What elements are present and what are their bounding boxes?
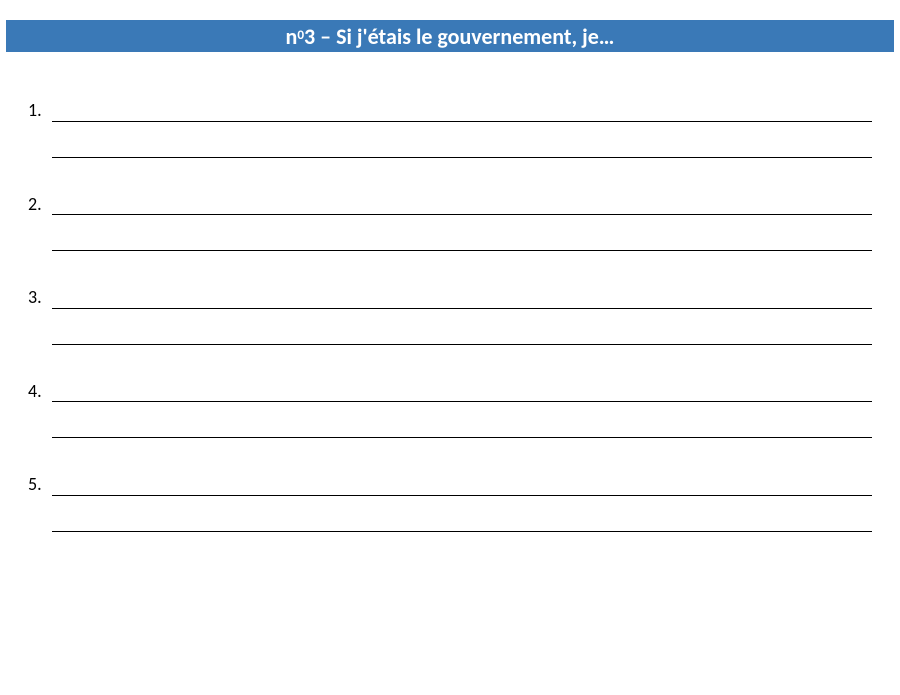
write-line[interactable] (52, 327, 872, 345)
list-item: 4. (28, 381, 872, 439)
item-second-line (28, 327, 872, 345)
worksheet-body: 1. 2. 3. 4. (0, 52, 900, 532)
write-line[interactable] (52, 478, 872, 496)
write-line[interactable] (52, 420, 872, 438)
item-second-line (28, 514, 872, 532)
item-number: 1. (28, 100, 52, 122)
list-item: 5. (28, 474, 872, 532)
list-item: 3. (28, 287, 872, 345)
item-second-line (28, 140, 872, 158)
write-line[interactable] (52, 140, 872, 158)
write-line[interactable] (52, 197, 872, 215)
item-number: 3. (28, 287, 52, 309)
title-rest: 3 – Si j'étais le gouvernement, je… (304, 23, 614, 50)
list-item: 1. (28, 100, 872, 158)
item-number: 4. (28, 381, 52, 403)
title-superscript: 0 (297, 26, 304, 43)
write-line[interactable] (52, 384, 872, 402)
item-first-line: 4. (28, 381, 872, 403)
item-first-line: 1. (28, 100, 872, 122)
item-first-line: 3. (28, 287, 872, 309)
item-number: 5. (28, 474, 52, 496)
item-second-line (28, 233, 872, 251)
list-item: 2. (28, 194, 872, 252)
title-prefix: n (286, 23, 298, 50)
write-line[interactable] (52, 291, 872, 309)
write-line[interactable] (52, 233, 872, 251)
write-line[interactable] (52, 104, 872, 122)
item-second-line (28, 420, 872, 438)
item-first-line: 2. (28, 194, 872, 216)
title-banner: n03 – Si j'étais le gouvernement, je… (6, 20, 894, 52)
item-number: 2. (28, 194, 52, 216)
write-line[interactable] (52, 514, 872, 532)
item-first-line: 5. (28, 474, 872, 496)
